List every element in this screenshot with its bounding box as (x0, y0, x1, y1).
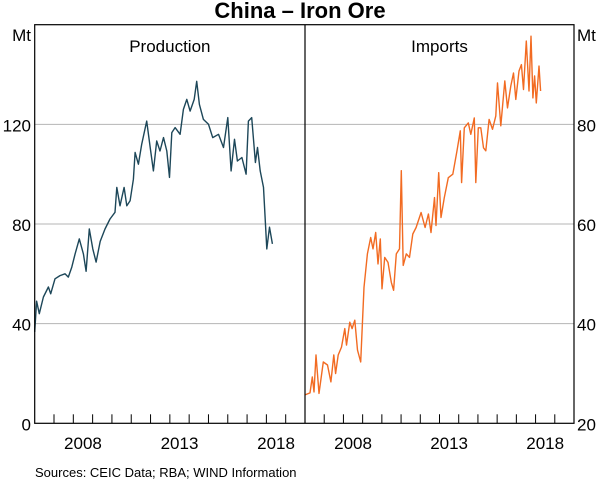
chart-title: China – Iron Ore (214, 0, 385, 23)
plot-frame (34, 24, 575, 424)
axis-labels: 0 40 80 120 Mt Production 2008 2013 2018 20 40 60 80… (3, 26, 597, 453)
x-tick-label: 2008 (334, 434, 372, 453)
y-tick-label: 0 (22, 415, 31, 434)
x-tick-label: 2008 (64, 434, 102, 453)
series-line-production (34, 80, 274, 332)
y-tick-label: 60 (577, 216, 596, 235)
y-tick-label: 80 (12, 216, 31, 235)
y-unit-label: Mt (577, 26, 596, 45)
series-layer (34, 35, 542, 396)
x-tick-label: 2018 (526, 434, 564, 453)
x-tick-label: 2013 (161, 434, 199, 453)
y-tick-label: 80 (577, 116, 596, 135)
x-tick-label: 2018 (257, 434, 295, 453)
gridlines (34, 123, 574, 325)
y-tick-label: 120 (3, 116, 31, 135)
y-tick-label: 40 (12, 316, 31, 335)
y-tick-label: 20 (577, 415, 596, 434)
x-tick-label: 2013 (430, 434, 468, 453)
panel-title-production: Production (129, 37, 210, 56)
source-note: Sources: CEIC Data; RBA; WIND Informatio… (35, 465, 297, 480)
plot-border (34, 24, 575, 424)
series-line-imports (304, 35, 542, 396)
panel-title-imports: Imports (411, 37, 468, 56)
y-tick-label: 40 (577, 316, 596, 335)
y-unit-label: Mt (12, 26, 31, 45)
